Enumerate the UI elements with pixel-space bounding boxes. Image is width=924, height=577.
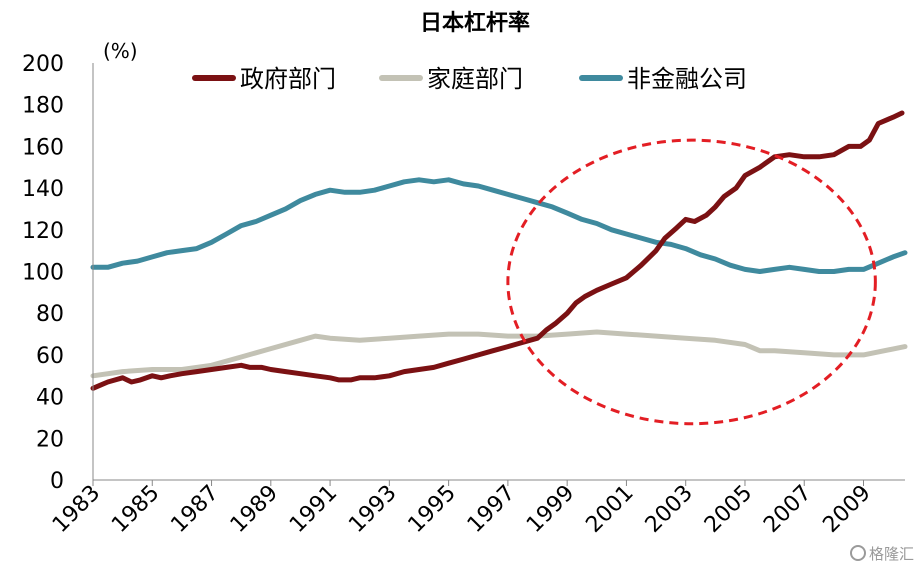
legend-label: 家庭部门 xyxy=(427,65,523,93)
y-tick-label: 0 xyxy=(50,469,64,494)
x-tick-label: 2009 xyxy=(818,481,875,538)
y-tick-label: 120 xyxy=(22,219,64,244)
watermark: 格隆汇 xyxy=(850,545,914,563)
series-layer xyxy=(90,110,908,391)
x-tick-label: 1985 xyxy=(107,481,164,538)
x-tick-label: 1991 xyxy=(285,481,342,538)
x-tick-label: 1995 xyxy=(404,481,461,538)
annotation-layer xyxy=(506,138,877,426)
legend-label: 非金融公司 xyxy=(627,65,747,93)
legend: 政府部门 家庭部门 非金融公司 xyxy=(192,65,747,93)
x-tick-label: 1997 xyxy=(463,481,520,538)
x-tick-label: 2005 xyxy=(700,481,757,538)
y-tick-label: 60 xyxy=(36,344,64,369)
x-tick-label: 2007 xyxy=(759,481,816,538)
chart-title: 日本杠杆率 xyxy=(420,10,530,36)
series-line-3 xyxy=(90,177,908,274)
y-tick-label: 160 xyxy=(22,135,64,160)
x-tick-label: 1993 xyxy=(344,481,401,538)
x-tick-label: 2003 xyxy=(641,481,698,538)
y-tick-label: 40 xyxy=(36,386,64,411)
y-tick-label: 100 xyxy=(22,261,64,286)
series-line-2 xyxy=(90,329,908,379)
x-tick-label: 1999 xyxy=(522,481,579,538)
x-tick-label: 1989 xyxy=(226,481,283,538)
watermark-text: 格隆汇 xyxy=(869,545,914,563)
x-tick-label: 2001 xyxy=(581,481,638,538)
y-tick-label: 20 xyxy=(36,427,64,452)
y-unit-label: (%) xyxy=(103,39,138,63)
legend-label: 政府部门 xyxy=(240,65,336,93)
highlight-ellipse xyxy=(506,138,877,426)
y-tick-label: 80 xyxy=(36,302,64,327)
watermark-logo-icon xyxy=(850,545,866,561)
y-tick-label: 200 xyxy=(22,52,64,77)
y-tick-label: 180 xyxy=(22,94,64,119)
x-tick-label: 1987 xyxy=(167,481,224,538)
y-tick-label: 140 xyxy=(22,177,64,202)
series-line-1 xyxy=(90,110,905,391)
